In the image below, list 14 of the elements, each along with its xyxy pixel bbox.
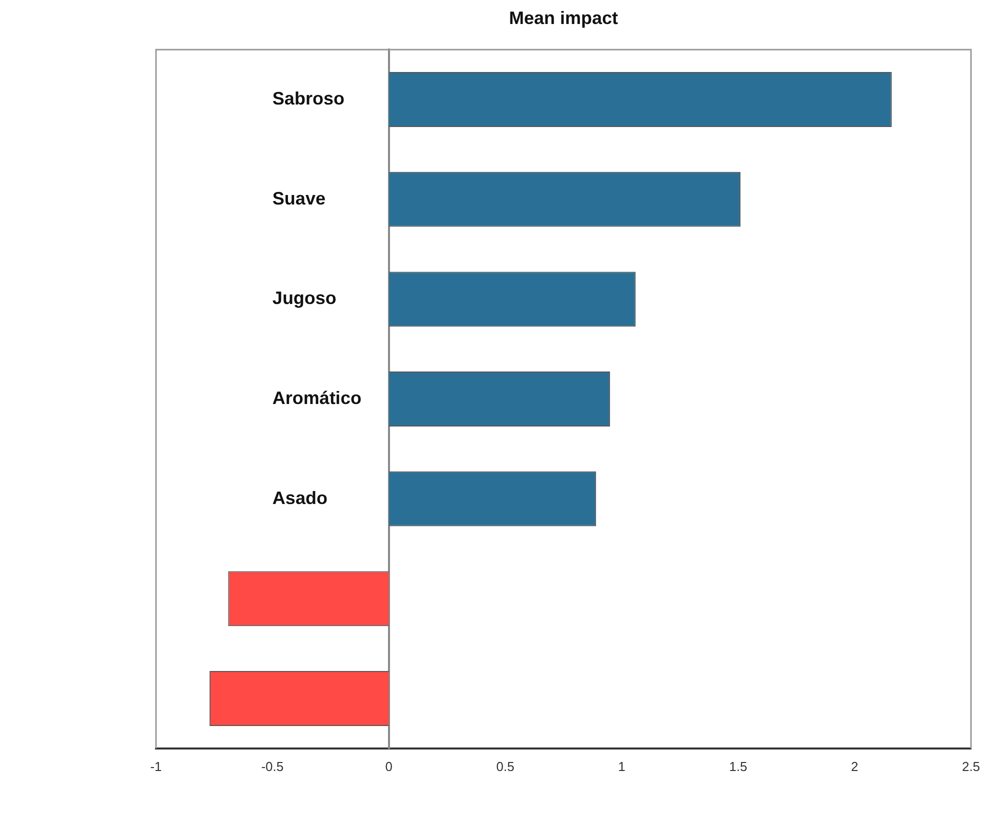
y-tick-label: Asado bbox=[272, 488, 328, 508]
x-tick-label: 2.5 bbox=[962, 758, 980, 774]
x-tick-label: 0 bbox=[385, 758, 392, 774]
x-tick-label: -0.5 bbox=[261, 758, 284, 774]
x-tick-label: 2 bbox=[850, 758, 858, 774]
x-tick-label: 0.5 bbox=[496, 758, 514, 774]
y-tick-label: Sabroso bbox=[272, 88, 344, 108]
y-tick-label: Jugoso bbox=[272, 288, 336, 308]
chart-title: Mean impact bbox=[508, 8, 618, 28]
x-tick-label: -1 bbox=[150, 758, 162, 774]
x-tick-label: 1 bbox=[618, 758, 626, 774]
y-tick-label: Aromático bbox=[272, 388, 362, 408]
y-tick-label: Suave bbox=[272, 188, 326, 208]
x-tick-label: 1.5 bbox=[729, 758, 748, 774]
